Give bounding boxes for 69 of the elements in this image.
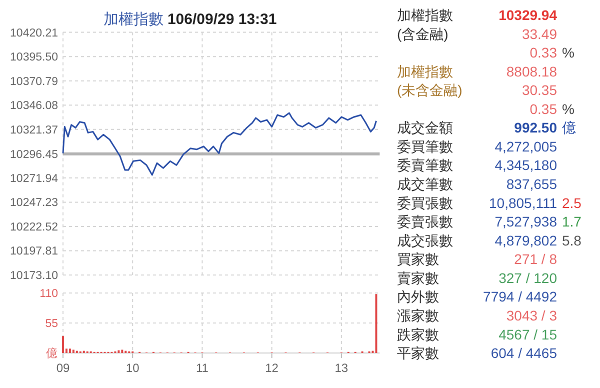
y-tick-label: 10296.45 [10,148,58,161]
bar [121,350,124,353]
text: 跌家數 [397,326,439,342]
text: 賣家數 [397,270,439,286]
text: 0.33 [530,44,558,61]
text: 7,527,938 [494,214,558,230]
chart-title: 加權指數 106/09/29 13:31 [103,11,277,28]
text: 604 / 4465 [490,345,558,362]
text: 271 / 8 [514,251,558,268]
text: 加權指數 [397,7,453,23]
text: 委賣張數 [397,214,453,230]
text: 成交張數 [397,232,453,248]
text: % [562,100,574,117]
text: 4,879,802 [494,232,558,248]
text: 內外數 [397,288,439,305]
y-tick-label: 10197.81 [10,246,58,258]
x-tick-label: 13 [334,361,348,375]
bar [72,350,74,353]
x-tick-label: 12 [265,361,279,375]
text: 2.5 [562,194,582,211]
text: 平家數 [397,345,439,362]
text: 0.35 [530,100,558,117]
y-tick-label: 10247.23 [10,197,58,210]
text: 4567 / 15 [498,326,558,342]
x-tick-label: 09 [56,361,70,375]
text: 4,272,005 [494,138,558,154]
text: 漲家數 [397,307,439,324]
text: 33.49 [522,26,558,42]
y-tick-label: 55 [45,318,58,330]
text: % [562,44,574,61]
text: 5.8 [562,232,582,248]
y-tick-label: 10222.52 [10,221,58,234]
text: (含金融) [397,26,448,42]
y-tick-label: 10370.79 [10,76,58,88]
y-tick-label: 10321.37 [10,124,58,136]
text: 1.7 [562,214,582,230]
text: 327 / 120 [498,270,558,286]
bar [68,348,71,353]
bar [62,336,64,353]
text: 成交筆數 [397,176,453,192]
y-tick-label: 10420.21 [10,27,58,40]
text: 10329.94 [498,7,558,23]
text: 委買筆數 [397,138,453,154]
text: 成交金額 [397,120,453,136]
y-tick-label: 10346.08 [10,100,58,112]
text: 837,655 [506,176,558,192]
x-tick-label: 11 [196,361,209,375]
y-tick-label: 110 [40,288,58,300]
text: 加權指數 [397,63,453,80]
bar [375,294,378,353]
text: 8808.18 [506,63,558,80]
text: 30.35 [522,82,558,98]
y-tick-label: 10395.50 [10,52,58,64]
x-tick-label: 10 [126,361,140,375]
y-tick-label: 億 [46,346,58,360]
text: 3043 / 3 [506,307,558,324]
text: 7794 / 4492 [483,288,558,305]
text: 委賣筆數 [397,157,453,174]
bar [118,350,120,353]
line-series [62,112,377,176]
text: 億 [562,120,576,136]
text: (未含金融) [397,82,462,98]
text: 買家數 [397,251,439,268]
text: 4,345,180 [494,157,558,174]
y-tick-label: 10173.10 [10,270,58,282]
text: 委買張數 [397,194,453,211]
text: 992.50 [514,120,558,136]
text: 10,805,111 [489,194,558,211]
y-tick-label: 10271.94 [10,172,59,185]
